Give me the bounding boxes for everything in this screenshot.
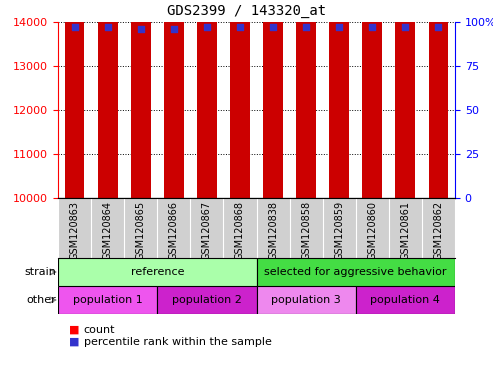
Bar	[395, 0, 415, 198]
Bar	[98, 0, 117, 198]
Point	[434, 24, 442, 30]
Bar	[263, 0, 283, 198]
Text: GSM120859: GSM120859	[334, 201, 344, 260]
Point	[368, 24, 376, 30]
Point	[302, 24, 310, 30]
Text: percentile rank within the sample: percentile rank within the sample	[84, 337, 272, 347]
Bar	[230, 0, 250, 198]
Bar	[428, 0, 448, 198]
Point	[236, 24, 244, 30]
Text: GSM120860: GSM120860	[367, 201, 377, 260]
Point	[170, 26, 178, 32]
Point	[269, 24, 277, 30]
Bar	[296, 0, 316, 198]
Point	[203, 24, 211, 30]
Text: count: count	[84, 325, 115, 335]
Point	[70, 24, 78, 30]
Bar	[131, 0, 151, 198]
Point	[401, 24, 409, 30]
Bar	[65, 0, 84, 198]
Text: GSM120858: GSM120858	[301, 201, 311, 260]
Text: GSM120863: GSM120863	[70, 201, 79, 260]
Bar	[256, 258, 455, 286]
Bar	[58, 258, 256, 286]
Text: other: other	[26, 295, 56, 305]
Bar	[157, 286, 256, 314]
Text: GSM120864: GSM120864	[103, 201, 112, 260]
Bar	[362, 0, 382, 198]
Text: strain: strain	[24, 267, 56, 277]
Point	[335, 24, 343, 30]
Text: GSM120867: GSM120867	[202, 201, 212, 260]
Bar	[356, 286, 455, 314]
Text: population 3: population 3	[271, 295, 341, 305]
Text: population 2: population 2	[172, 295, 242, 305]
Text: GDS2399 / 143320_at: GDS2399 / 143320_at	[167, 4, 326, 18]
Point	[104, 24, 111, 30]
Bar	[256, 286, 356, 314]
Text: reference: reference	[131, 267, 184, 277]
Text: GSM120838: GSM120838	[268, 201, 278, 260]
Text: GSM120868: GSM120868	[235, 201, 245, 260]
Text: ■: ■	[69, 337, 79, 347]
Text: GSM120866: GSM120866	[169, 201, 179, 260]
Text: population 4: population 4	[370, 295, 440, 305]
Bar	[329, 0, 349, 198]
Text: ■: ■	[69, 325, 79, 335]
Bar	[197, 0, 217, 198]
Bar	[164, 0, 184, 198]
Bar	[58, 286, 157, 314]
Text: GSM120862: GSM120862	[433, 201, 444, 260]
Text: GSM120865: GSM120865	[136, 201, 146, 260]
Text: selected for aggressive behavior: selected for aggressive behavior	[265, 267, 447, 277]
Point	[137, 26, 144, 32]
Text: population 1: population 1	[73, 295, 142, 305]
Text: GSM120861: GSM120861	[400, 201, 410, 260]
